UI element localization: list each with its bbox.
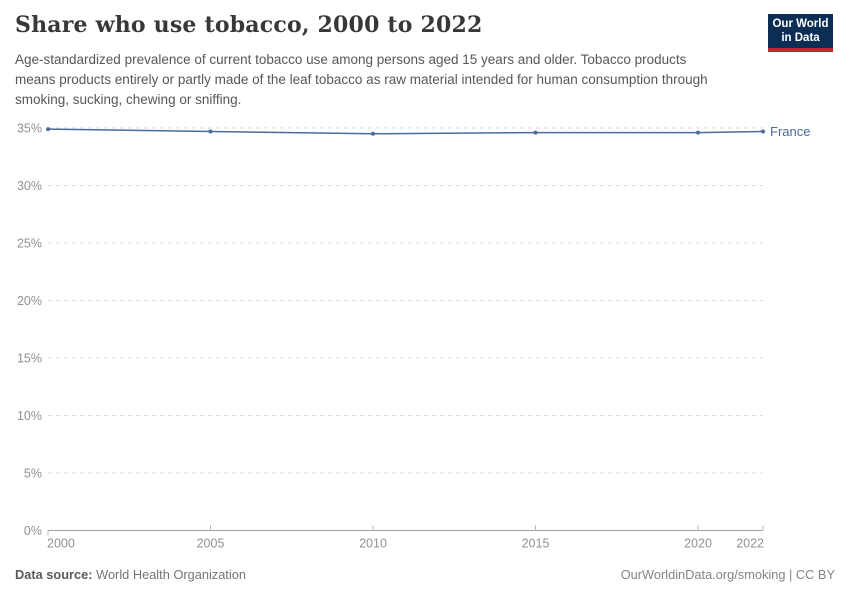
y-tick-label-0: 0% [24, 524, 42, 538]
tobacco-line-chart: 0% 5% 10% 15% 20% 25% 30% 35% 2000 2005 2010 2015 20… [17, 122, 811, 551]
data-point-france-2015 [533, 130, 538, 135]
y-tick-label-15: 15% [17, 352, 42, 366]
y-tick-label-30: 30% [17, 179, 42, 193]
data-point-france-2020 [696, 130, 700, 135]
y-tick-label-5: 5% [24, 467, 42, 481]
x-tick-label-2005: 2005 [197, 537, 225, 551]
series-label-france: France [770, 124, 810, 139]
y-tick-label-20: 20% [17, 294, 42, 308]
chart-subtitle: Age-standardized prevalence of current t… [15, 52, 708, 107]
data-point-france-2010 [371, 131, 375, 136]
data-point-france-2000 [46, 127, 50, 132]
data-source-label: Data source: [15, 567, 93, 582]
data-source: Data source: World Health Organization [15, 567, 246, 582]
x-tick-label-2020: 2020 [684, 537, 712, 551]
page-title: Share who use tobacco, 2000 to 2022 [15, 12, 483, 38]
data-point-france-2022 [761, 129, 765, 134]
owid-logo-line1: Our World [772, 18, 829, 30]
x-tick-label-2022: 2022 [736, 537, 764, 551]
x-tick-label-2015: 2015 [522, 537, 550, 551]
chart-footer: Data source: World Health Organization O… [15, 567, 835, 582]
owid-logo: Our World in Data [768, 14, 833, 52]
series-line-france [47, 128, 764, 135]
x-tick-label-2010: 2010 [359, 537, 387, 551]
owid-logo-line2: in Data [781, 32, 820, 44]
credit-line: OurWorldinData.org/smoking | CC BY [620, 567, 835, 582]
x-tick-label-2000: 2000 [47, 537, 75, 551]
y-tick-label-10: 10% [17, 409, 42, 423]
data-point-france-2005 [208, 129, 213, 134]
y-tick-label-25: 25% [17, 237, 42, 251]
y-tick-label-35: 35% [17, 122, 42, 136]
data-source-value: World Health Organization [96, 567, 246, 582]
